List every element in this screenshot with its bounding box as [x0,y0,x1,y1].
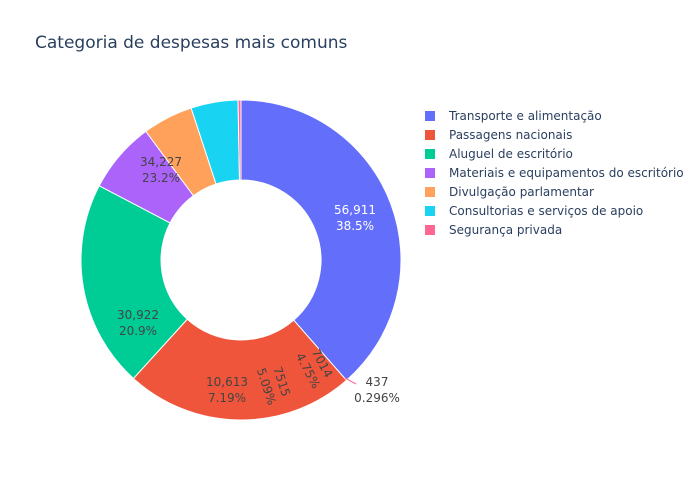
slice-percent-label: 38.5% [336,219,374,233]
slice-value-label: 34,227 [140,155,182,169]
legend-swatch [425,129,435,140]
chart-title: Categoria de despesas mais comuns [35,33,348,53]
slice-value-label: 30,922 [117,308,159,322]
slice-value-label: 10,613 [206,375,248,389]
legend-swatch [425,224,435,235]
legend-label: Divulgação parlamentar [449,184,594,199]
legend-label: Passagens nacionais [449,127,573,142]
slice-label: 30,922 20.9% [117,308,159,338]
pie-slice[interactable] [237,99,242,181]
legend-swatch [425,148,435,159]
legend-swatch [425,110,435,121]
legend-swatch [425,205,435,216]
label-leader-line [344,377,357,385]
legend-item[interactable]: Transporte e alimentação [425,106,695,125]
slice-percent-label: 23.2% [142,171,180,185]
legend-item[interactable]: Segurança privada [425,220,695,239]
pie-slice[interactable] [80,185,188,380]
slice-percent-label: 20.9% [119,324,157,338]
legend-item[interactable]: Consultorias e serviços de apoio [425,201,695,220]
legend-item[interactable]: Materiais e equipamentos do escritório [425,163,695,182]
legend-label: Transporte e alimentação [449,108,602,123]
legend-label: Materiais e equipamentos do escritório [449,165,684,180]
legend-item[interactable]: Aluguel de escritório [425,144,695,163]
pie-slice[interactable] [240,99,402,382]
pie-slice[interactable] [132,318,348,421]
slice-percent-label: 0.296% [354,391,400,405]
slice-label: 437 0.296% [354,375,400,405]
legend-item[interactable]: Divulgação parlamentar [425,182,695,201]
slice-label: 56,911 38.5% [334,203,376,233]
legend-item[interactable]: Passagens nacionais [425,125,695,144]
slice-label: 34,227 23.2% [140,155,182,185]
legend-label: Consultorias e serviços de apoio [449,203,644,218]
legend: Transporte e alimentação Passagens nacion… [425,106,695,239]
slice-percent-label: 7.19% [208,391,246,405]
slice-value-label: 437 [366,375,389,389]
legend-label: Aluguel de escritório [449,146,573,161]
legend-label: Segurança privada [449,222,563,237]
legend-swatch [425,167,435,178]
slice-label: 10,613 7.19% [206,375,248,405]
legend-swatch [425,186,435,197]
slice-value-label: 56,911 [334,203,376,217]
